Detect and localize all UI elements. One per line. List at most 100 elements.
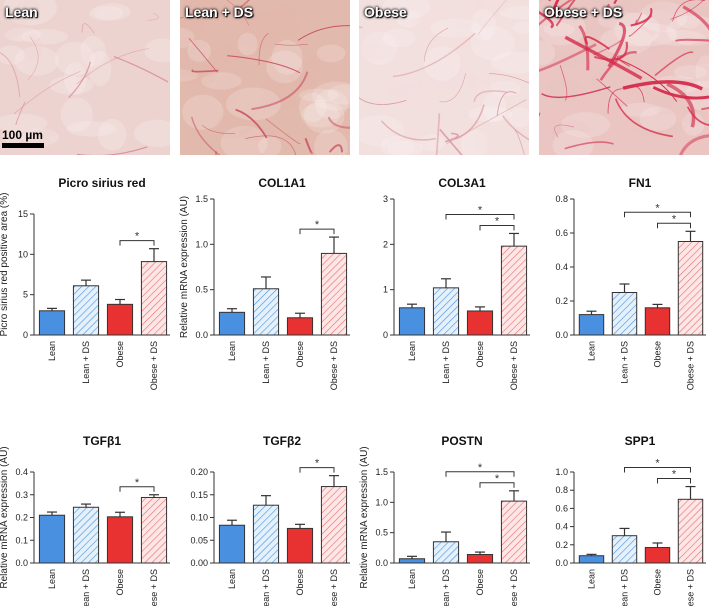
y-tick-label: 0.0 xyxy=(195,330,208,340)
significance-bracket xyxy=(119,486,155,492)
x-tick-label: Obese + DS xyxy=(149,569,159,606)
bar-lean-ds xyxy=(432,287,460,336)
x-tick-label: Obese xyxy=(295,341,305,368)
chart-6: POSTN 0.0 0.5 1.0 1.5 Relative mRNA expressio… xyxy=(359,434,530,606)
y-tick-label: 0.5 xyxy=(375,528,388,538)
x-tick-label: Lean xyxy=(587,569,597,589)
significance-star: * xyxy=(655,202,660,214)
y-axis-label: Relative mRNA expression (AU) xyxy=(0,446,10,588)
significance-star: * xyxy=(672,213,677,225)
significance-bracket xyxy=(119,240,155,246)
bar-lean xyxy=(38,514,66,564)
significance-bracket xyxy=(624,467,691,473)
significance-star: * xyxy=(478,462,483,474)
y-tick-label: 0.4 xyxy=(555,262,568,272)
x-tick-label: Obese xyxy=(295,569,305,596)
x-tick-label: Lean xyxy=(587,341,597,361)
x-tick-label: Obese xyxy=(653,341,663,368)
chart-1: COL1A1 0.0 0.5 1.0 1.5 Relative mRNA expressi… xyxy=(179,176,350,390)
y-tick-label: 1.0 xyxy=(555,467,568,477)
y-tick-label: 5 xyxy=(23,290,28,300)
y-tick-label: 0.3 xyxy=(15,490,28,500)
bar-lean xyxy=(578,314,605,336)
micrograph-label: Obese + DS xyxy=(544,4,623,20)
y-tick-label: 0.6 xyxy=(555,228,568,238)
chart-title: COL3A1 xyxy=(438,176,486,190)
bar-obese-ds xyxy=(140,496,168,564)
y-tick-label: 3 xyxy=(383,194,388,204)
significance-bracket xyxy=(445,471,515,477)
bar-obese xyxy=(106,516,134,564)
y-axis-label: Picro sirius red positive area (%) xyxy=(0,193,10,337)
y-tick-label: 10 xyxy=(18,249,28,259)
x-tick-label: Lean + DS xyxy=(81,341,91,384)
x-tick-label: Obese + DS xyxy=(509,341,519,390)
micrograph-obese-ds: Obese + DS xyxy=(539,0,709,155)
significance-star: * xyxy=(495,473,500,485)
x-tick-label: Lean xyxy=(227,569,237,589)
micrograph-obese: Obese xyxy=(359,0,529,155)
significance-star: * xyxy=(672,469,677,481)
x-tick-label: Lean xyxy=(47,569,57,589)
x-tick-label: Lean xyxy=(227,341,237,361)
y-tick-label: 0.1 xyxy=(15,535,28,545)
bar-lean-ds xyxy=(611,292,638,336)
y-tick-label: 1.5 xyxy=(195,194,208,204)
bar-obese-ds xyxy=(677,241,704,336)
x-tick-label: Obese xyxy=(475,341,485,368)
scale-bar-label: 100 µm xyxy=(2,128,43,142)
y-tick-label: 0.6 xyxy=(555,503,568,513)
bar-lean xyxy=(38,310,66,336)
bar-lean xyxy=(218,524,246,564)
x-tick-label: Lean + DS xyxy=(261,569,271,606)
chart-3: FN1 0.0 0.2 0.4 0.6 0.8 Lean Lean + DS Obese Obes… xyxy=(555,176,706,390)
y-tick-label: 0.00 xyxy=(190,558,208,568)
significance-bracket xyxy=(479,482,515,488)
y-tick-label: 2 xyxy=(383,239,388,249)
bar-lean xyxy=(398,558,426,564)
bar-obese xyxy=(644,547,671,564)
bar-lean-ds xyxy=(611,535,638,564)
significance-bracket xyxy=(657,222,691,229)
scale-bar-line xyxy=(2,143,44,148)
bar-obese-ds xyxy=(677,498,704,564)
y-tick-label: 1.0 xyxy=(375,497,388,507)
chart-title: COL1A1 xyxy=(258,176,306,190)
y-tick-label: 0.0 xyxy=(375,558,388,568)
y-tick-label: 0.4 xyxy=(15,467,28,477)
y-tick-label: 0.2 xyxy=(555,540,568,550)
chart-title: TGFβ2 xyxy=(263,434,301,448)
chart-7: SPP1 0.0 0.2 0.4 0.6 0.8 1.0 Lean Lean + DS Obese… xyxy=(555,434,706,606)
y-tick-label: 0.4 xyxy=(555,522,568,532)
significance-star: * xyxy=(135,477,140,489)
x-tick-label: Lean + DS xyxy=(620,569,630,606)
x-tick-label: Obese xyxy=(475,569,485,596)
y-tick-label: 15 xyxy=(18,209,28,219)
bar-lean-ds xyxy=(252,288,280,336)
bar-lean-ds xyxy=(252,504,280,564)
bar-obese-ds xyxy=(500,245,528,336)
bar-lean xyxy=(578,555,605,564)
bar-obese xyxy=(466,310,494,336)
chart-title: POSTN xyxy=(441,434,482,448)
y-tick-label: 0.0 xyxy=(555,558,568,568)
x-tick-label: Obese xyxy=(653,569,663,596)
chart-title: TGFβ1 xyxy=(83,434,121,448)
bar-obese-ds xyxy=(140,261,168,336)
y-tick-label: 0.20 xyxy=(190,467,208,477)
x-tick-label: Obese xyxy=(115,341,125,368)
y-tick-label: 0.0 xyxy=(15,558,28,568)
bar-lean xyxy=(398,307,426,336)
y-tick-label: 0 xyxy=(23,330,28,340)
x-tick-label: Lean xyxy=(407,341,417,361)
bar-lean-ds xyxy=(72,506,100,564)
significance-bracket xyxy=(299,228,335,235)
micrograph-lean-ds: Lean + DS xyxy=(180,0,350,155)
chart-2: COL3A1 0 1 2 3 Lean Lean + DS Obese Obese + DS * * xyxy=(383,176,530,390)
significance-bracket xyxy=(479,224,515,231)
micrograph-label: Lean xyxy=(5,4,38,20)
bar-obese xyxy=(286,527,314,564)
micrograph-label: Lean + DS xyxy=(185,4,254,20)
x-tick-label: Obese + DS xyxy=(509,569,519,606)
y-tick-label: 0 xyxy=(383,330,388,340)
